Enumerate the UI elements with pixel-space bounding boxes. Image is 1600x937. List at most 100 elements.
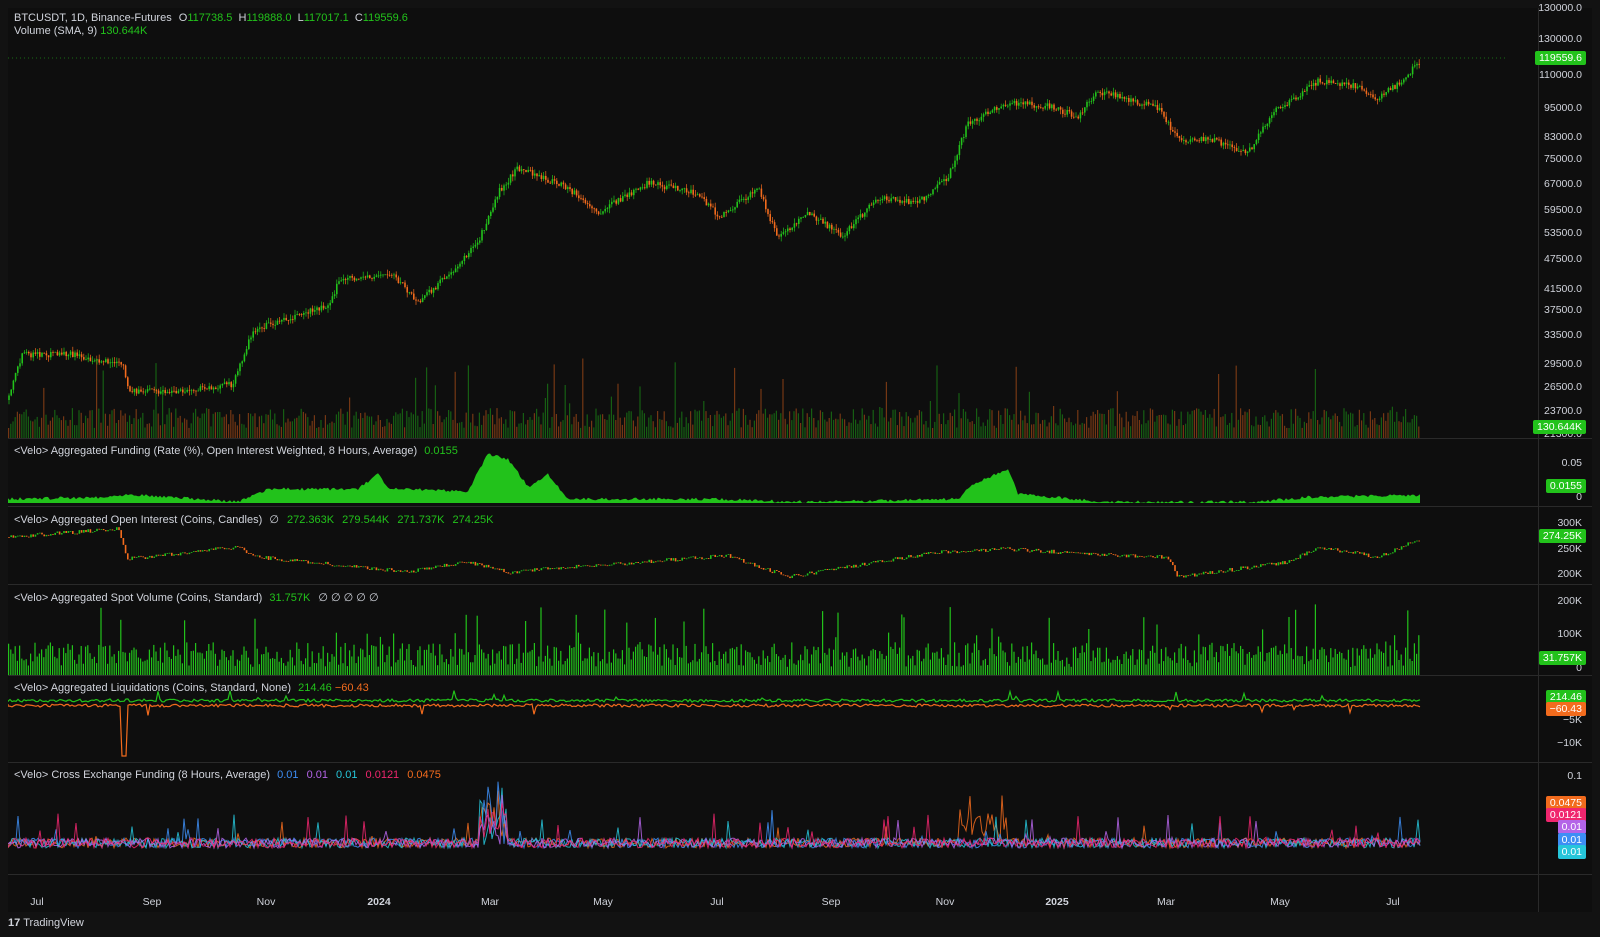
volume-bar bbox=[613, 414, 615, 438]
candle-body bbox=[833, 228, 835, 230]
spot-volume-bar bbox=[1165, 647, 1167, 675]
candle-body bbox=[454, 268, 457, 273]
candle-body bbox=[888, 200, 890, 202]
candle-body bbox=[151, 388, 153, 390]
spot-volume-bar bbox=[912, 655, 914, 675]
candle-body bbox=[714, 207, 716, 215]
volume-bar bbox=[547, 383, 549, 438]
spot-volume-bar bbox=[45, 648, 47, 675]
oi-candle bbox=[1086, 552, 1088, 555]
spot-volume-bar bbox=[967, 643, 969, 675]
volume-bar bbox=[85, 415, 87, 438]
spot-volume-bar bbox=[1251, 657, 1253, 675]
spot-volume-bar bbox=[1004, 652, 1006, 675]
spot-volume-bar bbox=[426, 649, 428, 675]
candle-body bbox=[1238, 151, 1240, 152]
volume-bar bbox=[694, 409, 696, 438]
candle-body bbox=[736, 201, 738, 208]
oi-candle bbox=[1257, 566, 1260, 568]
volume-bar bbox=[100, 422, 102, 438]
symbol-title[interactable]: BTCUSDT, 1D, Binance-Futures bbox=[14, 12, 172, 24]
oi-candle bbox=[1013, 549, 1016, 552]
volume-bar bbox=[879, 407, 881, 438]
volume-bar bbox=[951, 416, 953, 438]
volume-bar bbox=[965, 411, 967, 438]
oi-candle bbox=[591, 565, 593, 567]
volume-bar bbox=[949, 412, 951, 438]
oi-candle bbox=[545, 567, 547, 569]
oi-candle bbox=[25, 535, 28, 537]
oi-candle bbox=[1046, 550, 1049, 552]
candle-body bbox=[644, 187, 646, 189]
oi-candle bbox=[85, 530, 87, 533]
spot-volume-label[interactable]: <Velo> Aggregated Spot Volume (Coins, St… bbox=[14, 592, 263, 604]
liquidations-label[interactable]: <Velo> Aggregated Liquidations (Coins, S… bbox=[14, 682, 292, 694]
spot-volume-bar bbox=[1319, 649, 1321, 675]
spot-volume-pane[interactable]: <Velo> Aggregated Spot Volume (Coins, St… bbox=[8, 585, 1538, 675]
volume-label[interactable]: Volume (SMA, 9) bbox=[14, 25, 98, 37]
spot-volume-bar bbox=[833, 649, 835, 675]
oi-candle bbox=[756, 565, 758, 567]
candle-body bbox=[243, 354, 246, 362]
spot-volume-bar bbox=[687, 663, 689, 675]
volume-bar bbox=[179, 415, 181, 438]
candle-body bbox=[547, 179, 549, 183]
funding-label[interactable]: <Velo> Aggregated Funding (Rate (%), Ope… bbox=[14, 445, 418, 457]
candle-body bbox=[505, 184, 507, 186]
spot-volume-bar bbox=[775, 654, 777, 675]
spot-volume-bar bbox=[767, 655, 769, 675]
oi-candle bbox=[1251, 567, 1253, 569]
volume-bar bbox=[844, 419, 846, 438]
oi-candle bbox=[842, 566, 844, 568]
candle-body bbox=[461, 261, 463, 264]
oi-candle bbox=[600, 564, 602, 566]
volume-bar bbox=[1345, 411, 1347, 438]
tradingview-logo[interactable]: 17 TradingView bbox=[8, 917, 84, 929]
oi-candle bbox=[637, 562, 639, 563]
candle-body bbox=[1154, 105, 1156, 106]
open-interest-label[interactable]: <Velo> Aggregated Open Interest (Coins, … bbox=[14, 514, 263, 526]
volume-bar bbox=[21, 414, 23, 438]
cross-funding-label[interactable]: <Velo> Cross Exchange Funding (8 Hours, … bbox=[14, 769, 271, 781]
oi-candle bbox=[1385, 553, 1387, 556]
candle-body bbox=[28, 352, 30, 354]
spot-volume-bar bbox=[199, 652, 201, 675]
candle-body bbox=[551, 179, 554, 184]
volume-bar bbox=[500, 417, 502, 438]
candle-body bbox=[230, 382, 232, 388]
candle-body bbox=[967, 121, 969, 127]
volume-bar bbox=[1015, 366, 1017, 438]
spot-volume-bar bbox=[934, 652, 936, 675]
oi-candle bbox=[116, 527, 118, 530]
oi-candle bbox=[980, 548, 983, 552]
candle-body bbox=[1266, 123, 1269, 127]
volume-bar bbox=[1136, 411, 1138, 438]
cross-funding-pane[interactable]: <Velo> Cross Exchange Funding (8 Hours, … bbox=[8, 763, 1538, 874]
volume-bar bbox=[225, 414, 227, 438]
oi-candle bbox=[1339, 550, 1341, 553]
volume-bar bbox=[184, 418, 186, 438]
spot-volume-bar bbox=[1057, 651, 1059, 675]
oi-candle bbox=[371, 567, 373, 570]
volume-bar bbox=[170, 412, 172, 438]
candle-body bbox=[1207, 137, 1209, 140]
price-pane[interactable]: BTCUSDT, 1D, Binance-Futures O117738.5 H… bbox=[8, 8, 1538, 438]
chart-frame[interactable]: BTCUSDT, 1D, Binance-Futures O117738.5 H… bbox=[8, 2, 1592, 912]
candle-body bbox=[208, 386, 210, 390]
open-interest-pane[interactable]: <Velo> Aggregated Open Interest (Coins, … bbox=[8, 507, 1538, 584]
oi-candle bbox=[1106, 554, 1108, 556]
volume-bar bbox=[582, 358, 584, 438]
candle-body bbox=[1024, 101, 1027, 105]
volume-bar bbox=[604, 419, 606, 438]
candle-body bbox=[914, 201, 917, 202]
spot-volume-bar bbox=[1224, 651, 1226, 675]
spot-volume-bar bbox=[483, 652, 485, 675]
price-scale[interactable]: 130000.0 130000.0 110000.0 95000.0 83000… bbox=[1533, 2, 1592, 874]
spot-volume-bar bbox=[384, 662, 386, 675]
funding-pane[interactable]: <Velo> Aggregated Funding (Rate (%), Ope… bbox=[8, 439, 1538, 506]
liquidations-pane[interactable]: <Velo> Aggregated Liquidations (Coins, S… bbox=[8, 676, 1538, 762]
candle-body bbox=[1070, 111, 1073, 117]
candle-body bbox=[19, 363, 21, 367]
candle-body bbox=[974, 118, 976, 121]
volume-bar bbox=[1185, 423, 1187, 438]
